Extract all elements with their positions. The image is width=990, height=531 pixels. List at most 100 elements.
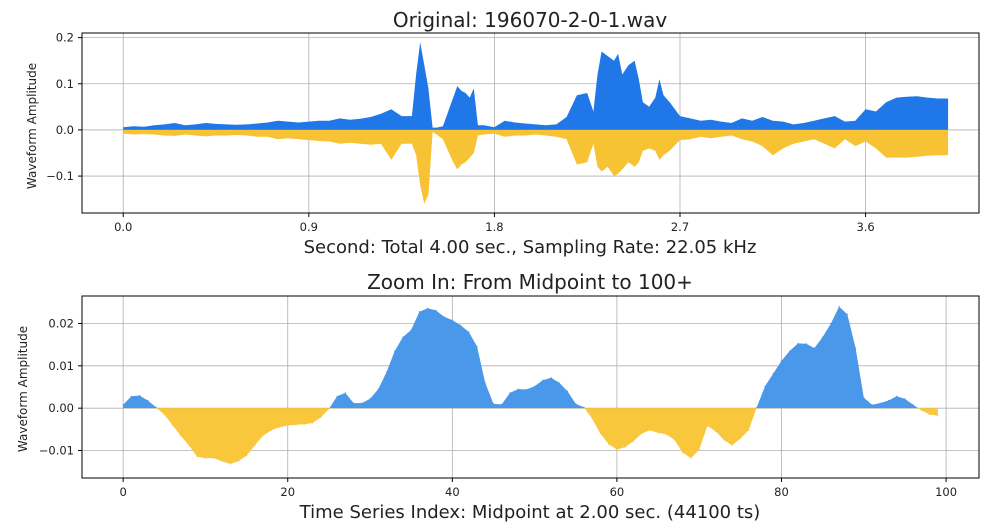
sample-point [698, 449, 700, 451]
sample-point [879, 402, 881, 404]
sample-point [336, 395, 338, 397]
sample-point [575, 403, 577, 405]
sample-point [443, 316, 445, 318]
sample-point [237, 460, 239, 462]
y-tick-label: 0.01 [48, 359, 74, 373]
sample-point [624, 446, 626, 448]
sample-point [690, 457, 692, 459]
sample-point [805, 343, 807, 345]
sample-point [887, 399, 890, 402]
sample-point [435, 309, 437, 311]
sample-point [822, 336, 824, 338]
x-tick-label: 100 [935, 485, 957, 499]
sample-point [748, 429, 750, 431]
sample-point [509, 392, 511, 394]
x-tick-label: 0.0 [114, 220, 132, 234]
sample-point [427, 307, 429, 309]
sample-point [278, 426, 281, 428]
sample-point [929, 413, 931, 416]
sample-point [649, 429, 651, 431]
sample-point [270, 429, 272, 431]
bottom-x-axis-label: Time Series Index: Midpoint at 2.00 sec.… [299, 502, 761, 523]
sample-point [295, 424, 297, 426]
sample-point [254, 444, 256, 446]
sample-point [583, 406, 585, 408]
sample-point [385, 371, 388, 373]
sample-point [517, 388, 519, 390]
sample-point [229, 463, 231, 465]
x-tick-label: 20 [280, 485, 295, 499]
y-tick-label: −0.1 [46, 169, 74, 183]
sample-point [221, 460, 223, 462]
sample-point [830, 322, 832, 325]
sample-point [715, 430, 717, 432]
sample-point [344, 392, 346, 394]
sample-point [311, 422, 313, 424]
x-tick-label: 1.8 [485, 220, 503, 234]
y-tick-label: 0.00 [48, 401, 74, 415]
y-tick-label: 0.0 [56, 123, 74, 137]
sample-point [534, 385, 536, 387]
sample-point [780, 360, 783, 362]
sample-point [163, 413, 165, 416]
negative-amplitude-area [123, 129, 949, 204]
sample-point [723, 439, 725, 441]
sample-point [171, 424, 174, 426]
x-tick-label: 60 [610, 485, 625, 499]
x-tick-label: 40 [445, 485, 460, 499]
x-tick-label: 3.6 [856, 220, 874, 234]
sample-point [484, 382, 486, 384]
sample-point [262, 435, 264, 437]
sample-point [460, 324, 462, 326]
sample-point [739, 438, 741, 440]
negative-amplitude-area [123, 408, 938, 464]
sample-point [813, 347, 816, 349]
sample-point [353, 402, 355, 404]
sample-point [476, 345, 478, 347]
bottom-plot-frame [81, 295, 980, 479]
sample-point [328, 408, 330, 410]
sample-point [122, 404, 124, 406]
sample-point [566, 390, 569, 392]
sample-point [147, 399, 149, 402]
original-waveform-chart: Original: 196070-2-0-1.wav Waveform Ampl… [25, 8, 980, 258]
sample-point [303, 423, 305, 425]
x-tick-label: 80 [774, 485, 789, 499]
sample-point [213, 457, 215, 459]
x-tick-label: 0 [119, 485, 126, 499]
sample-point [418, 311, 420, 313]
sample-point [525, 388, 528, 391]
sample-point [558, 382, 560, 384]
sample-point [871, 404, 873, 406]
sample-point [599, 433, 602, 435]
sample-point [772, 372, 774, 375]
top-x-axis-label: Second: Total 4.00 sec., Sampling Rate: … [304, 237, 757, 258]
top-chart-title: Original: 196070-2-0-1.wav [393, 8, 668, 32]
sample-point [665, 433, 667, 435]
y-tick-label: 0.2 [56, 31, 74, 45]
y-tick-label: 0.02 [48, 317, 74, 331]
sample-point [155, 406, 157, 408]
sample-point [320, 416, 322, 419]
sample-point [451, 319, 453, 321]
sample-point [402, 336, 404, 338]
sample-point [468, 331, 470, 333]
sample-point [501, 403, 503, 405]
sample-point [673, 439, 676, 441]
sample-point [287, 424, 289, 427]
sample-point [657, 432, 659, 434]
sample-point [204, 457, 206, 459]
sample-point [756, 406, 758, 408]
sample-point [846, 313, 848, 315]
y-tick-label: 0.1 [56, 77, 74, 91]
sample-point [920, 409, 923, 411]
sample-point [130, 395, 132, 397]
y-tick-label: −0.01 [39, 443, 74, 457]
sample-point [682, 452, 684, 454]
bottom-y-axis-label: Waveform Amplitude [16, 326, 30, 452]
sample-point [492, 403, 495, 405]
zoom-waveform-chart: Zoom In: From Midpoint to 100+ Waveform … [16, 270, 980, 523]
sample-point [706, 425, 709, 427]
sample-point [838, 306, 840, 308]
